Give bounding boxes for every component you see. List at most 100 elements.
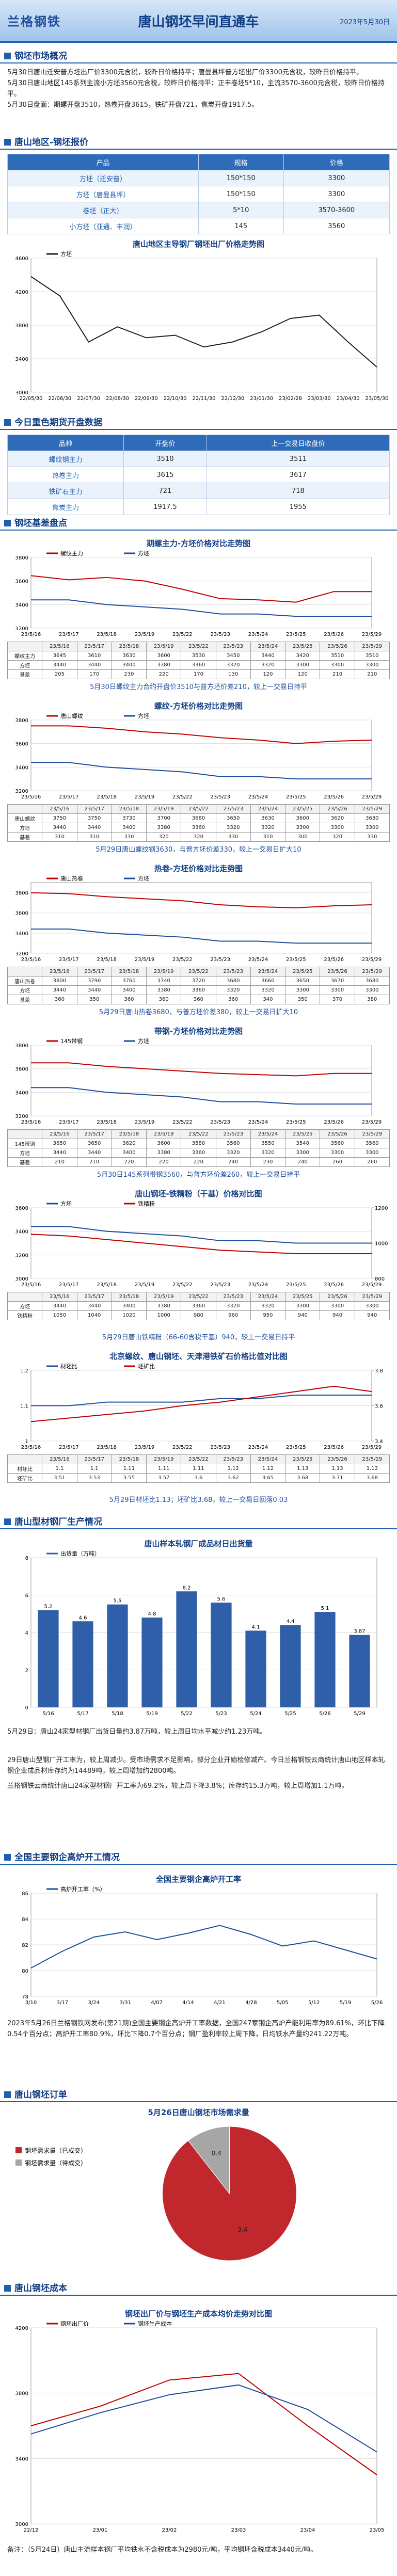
orders-chart: 5月26日唐山钢坯市场需求量 3.4 钢坯需求量（已成交） 0.4 钢坯需求量（待成交） xyxy=(15,2108,297,2261)
cell: 3.6 xyxy=(181,1473,216,1483)
x-tick-label: 23/5/17 xyxy=(59,1282,79,1288)
cell: 3300 xyxy=(354,985,390,995)
furnace-text: 2023年5月26日兰格钢铁网发布(第21期)全国主要钢企高炉开工率数据，全国2… xyxy=(7,2020,385,2038)
x-tick-label: 23/5/17 xyxy=(59,1445,79,1450)
basis-table-wrap: 23/5/16 23/5/17 23/5/18 23/5/19 23/5/22 23/5/… xyxy=(0,1454,397,1483)
y-tick-label: 3200 xyxy=(15,1253,28,1258)
cell: 3320 xyxy=(215,823,251,833)
cell: 基差 xyxy=(7,832,43,842)
cell: 23/5/23 xyxy=(215,642,251,651)
table-header: 23/5/16 23/5/17 23/5/18 23/5/19 23/5/22 23/5/… xyxy=(7,1129,390,1139)
cell: 23/5/17 xyxy=(76,1129,112,1139)
cell: 3550 xyxy=(250,1139,286,1148)
cost-note: 备注：（5月24日）唐山主流样本钢厂平均铁水不含税成本为2980元/吨，平均钢坯… xyxy=(7,2546,317,2554)
y-tick-label: 80 xyxy=(22,1969,28,1974)
x-tick-label: 23/5/16 xyxy=(21,1445,41,1450)
series-line xyxy=(30,1925,377,1969)
cell: 320 xyxy=(146,832,182,842)
table: 产品 规格 价格 方坯（迁安普） 150*150 3300 方坯（唐曼县坪） 150*150 3… xyxy=(7,154,390,234)
value-label: 5.1 xyxy=(321,1606,329,1611)
x-tick-label: 22/07/30 xyxy=(77,396,100,402)
cell: 方坯 xyxy=(7,1301,43,1311)
cell xyxy=(7,1129,43,1139)
cell: 145 xyxy=(198,218,284,234)
cell: 1050 xyxy=(42,1310,77,1320)
x-tick-label: 23/5/22 xyxy=(172,957,193,963)
cell: 3.62 xyxy=(215,1473,251,1483)
slice-label: 3.4 xyxy=(237,2226,247,2233)
bar xyxy=(245,1630,266,1707)
cell: 220 xyxy=(181,1157,216,1167)
cell: 3300 xyxy=(320,660,355,670)
cell: 310 xyxy=(76,832,112,842)
cell: 3670 xyxy=(320,976,355,986)
basis-chart: 热卷-方坯价格对比走势图 3200 3400 3600 3800 23/5/16 23/5/… xyxy=(15,864,382,963)
cell: 3440 xyxy=(76,1148,112,1158)
y2-tick-label: 3.4 xyxy=(375,1439,383,1445)
value-label: 4.1 xyxy=(252,1624,260,1630)
y-tick-label: 0 xyxy=(25,1705,28,1711)
cell: 3680 xyxy=(354,976,390,986)
cell: 3617 xyxy=(206,467,390,483)
bar xyxy=(349,1635,370,1707)
cell: 23/5/26 xyxy=(320,1454,355,1464)
cell: 3440 xyxy=(42,985,77,995)
cell: 330 xyxy=(354,832,390,842)
cell: 310 xyxy=(250,832,286,842)
y-tick-label: 3800 xyxy=(15,1043,28,1049)
y-tick-label: 3200 xyxy=(15,789,28,794)
cell: 3360 xyxy=(181,985,216,995)
cell: 3790 xyxy=(76,976,112,986)
y-tick-label: 3000 xyxy=(15,390,28,396)
table-row: 卷坯（正大） 5*10 3570-3600 xyxy=(7,202,390,218)
table-row: 方坯（迁安普） 150*150 3300 xyxy=(7,170,390,186)
table-row: 唐山热卷 3800 3790 3760 3740 3720 3680 3660 3650 3670… xyxy=(7,976,390,986)
chart-title: 唐山样本轧钢厂成品材日出货量 xyxy=(144,1539,252,1548)
cell: 3650 xyxy=(76,1139,112,1148)
cell: 150*150 xyxy=(198,186,284,202)
cell: 23/5/25 xyxy=(285,1129,321,1139)
cell: 方坯（唐曼县坪） xyxy=(7,186,199,202)
cell: 350 xyxy=(76,995,112,1004)
cell: 3320 xyxy=(250,660,286,670)
production-chart: 唐山样本轧钢厂成品材日出货量 0 2 4 6 8 5/16 5/17 5/18 5/19 5/22 5… xyxy=(25,1539,377,1717)
overview: 5月30日唐山迁安普方坯出厂价3300元含税，较昨日价格持平；唐曼县坪普方坯出厂… xyxy=(0,67,397,110)
cell: 3740 xyxy=(146,976,182,986)
cell: 3560 xyxy=(354,1139,390,1148)
cell: 23/5/25 xyxy=(285,1292,321,1302)
caption: 5月30日螺纹主力合约开盘价3510与普方坯价差210，较上一交易日持平 xyxy=(90,683,307,691)
x-tick-label: 5/23 xyxy=(215,1711,227,1717)
cell: 3680 xyxy=(181,813,216,823)
y-tick-label: 3200 xyxy=(15,951,28,957)
plot-area xyxy=(30,2327,377,2524)
series-line xyxy=(30,2373,377,2475)
cell: 3650 xyxy=(285,976,321,986)
basis-table-wrap: 23/5/16 23/5/17 23/5/18 23/5/19 23/5/22 23/5/… xyxy=(0,642,397,679)
basis-table-wrap: 23/5/16 23/5/17 23/5/18 23/5/19 23/5/22 23/5/… xyxy=(0,804,397,842)
x-tick-label: 23/5/23 xyxy=(210,1119,230,1125)
production-caption: 5月29日：唐山24家型材钢厂出货日量约3.87万吨，较上周日均水平减少约1.2… xyxy=(7,1728,267,1736)
cell: 230 xyxy=(111,669,147,679)
cell: 3580 xyxy=(181,1139,216,1148)
cell: 23/5/29 xyxy=(354,804,390,814)
cell: 3720 xyxy=(181,976,216,986)
cell: 3600 xyxy=(146,1139,182,1148)
y-tick-label: 78 xyxy=(22,1994,28,2000)
x-tick-label: 23/5/16 xyxy=(21,1282,41,1288)
cell: 3630 xyxy=(354,813,390,823)
cell: 23/5/17 xyxy=(76,804,112,814)
cell: 23/5/23 xyxy=(215,1454,251,1464)
x-tick-label: 23/5/22 xyxy=(172,1282,193,1288)
cell: 3380 xyxy=(146,985,182,995)
y-tick-label: 3600 xyxy=(15,1067,28,1073)
chart-title: 唐山钢坯-铁精粉（干基）价格对比图 xyxy=(135,1189,262,1198)
legend-label: 唐山螺纹 xyxy=(60,712,83,719)
cell: 23/5/19 xyxy=(146,1129,182,1139)
cell: 210 xyxy=(42,1157,77,1167)
x-tick-label: 23/5/18 xyxy=(97,794,117,800)
y-tick-label: 3800 xyxy=(15,891,28,897)
plot-area xyxy=(30,882,372,954)
cell: 方坯（迁安普） xyxy=(7,170,199,186)
cell: 卷坯（正大） xyxy=(7,202,199,218)
header: 兰格钢铁 唐山钢坯早间直通车 2023年5月30日 xyxy=(0,0,397,43)
